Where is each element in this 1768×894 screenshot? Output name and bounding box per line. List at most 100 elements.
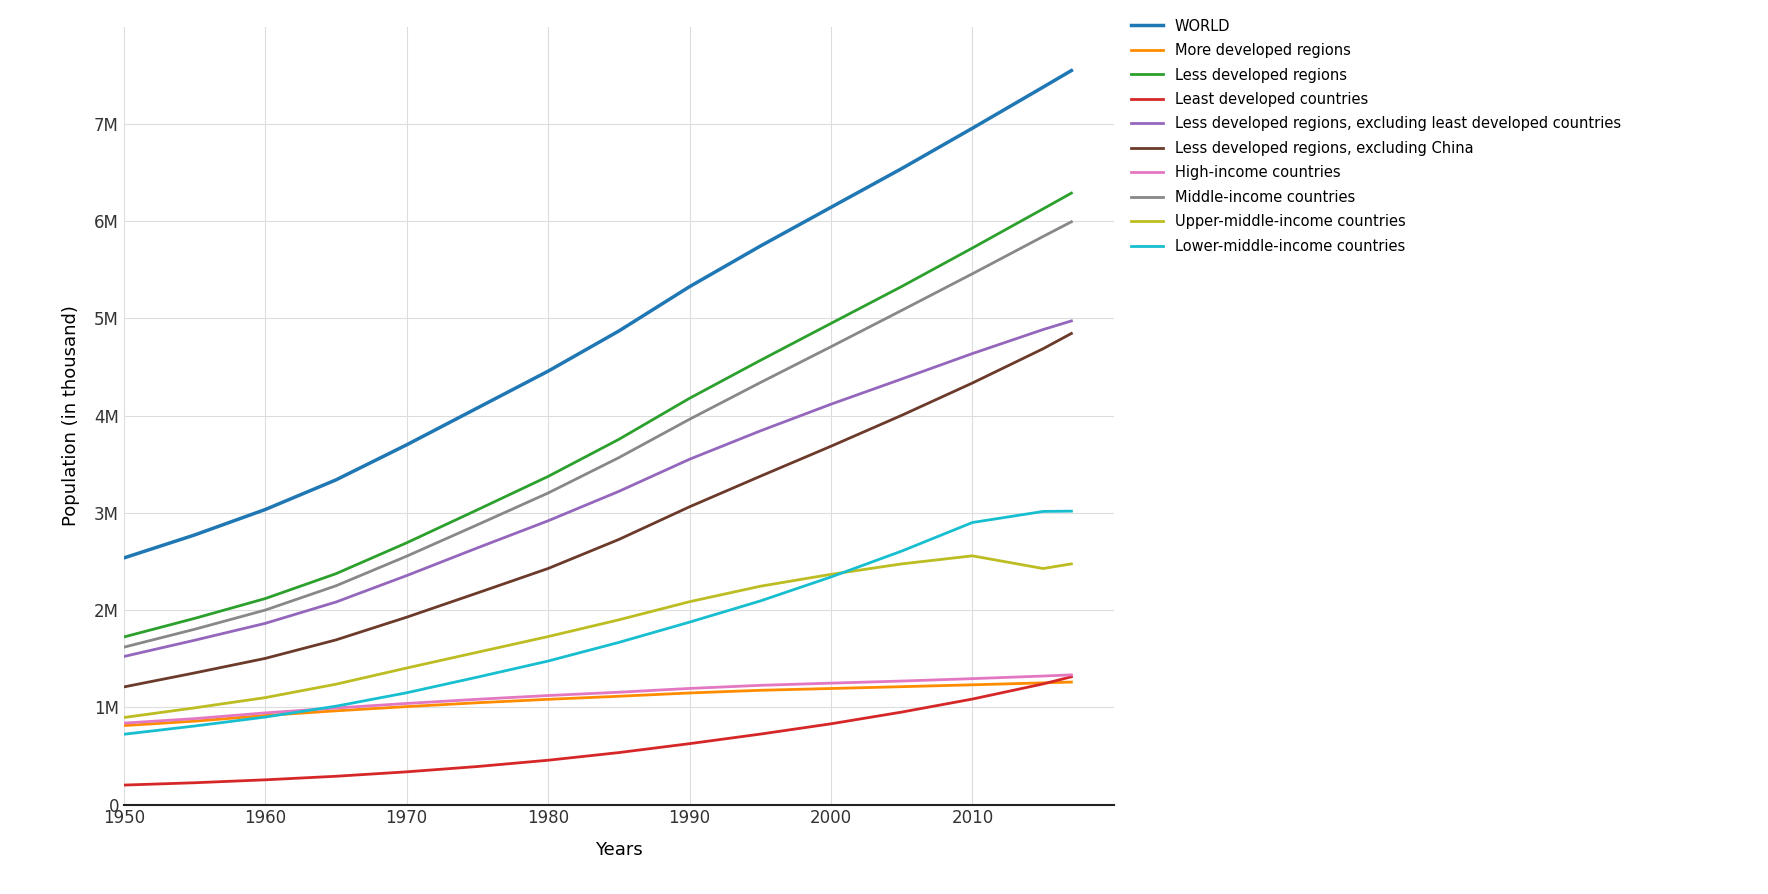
- Less developed regions, excluding least developed countries: [325, 596, 347, 607]
- Middle-income countries: [255, 604, 276, 615]
- More developed regions: [962, 679, 983, 690]
- Upper-middle-income countries: [608, 614, 629, 625]
- Less developed regions: [396, 537, 417, 548]
- High-income countries: [608, 687, 629, 697]
- Middle-income countries: [184, 624, 205, 635]
- Middle-income countries: [325, 580, 347, 591]
- Less developed regions: [679, 393, 700, 404]
- More developed regions: [184, 716, 205, 727]
- Less developed regions, excluding China: [891, 410, 912, 421]
- High-income countries: [255, 707, 276, 718]
- Less developed regions, excluding China: [537, 563, 559, 574]
- Upper-middle-income countries: [467, 647, 488, 658]
- Less developed regions: [820, 318, 842, 329]
- Less developed regions, excluding China: [962, 377, 983, 388]
- Less developed regions, excluding China: [1033, 343, 1054, 354]
- WORLD: [184, 529, 205, 540]
- More developed regions: [820, 683, 842, 694]
- High-income countries: [679, 683, 700, 694]
- WORLD: [820, 202, 842, 213]
- High-income countries: [1033, 670, 1054, 681]
- Less developed regions, excluding China: [184, 668, 205, 679]
- Upper-middle-income countries: [891, 559, 912, 569]
- Middle-income countries: [962, 268, 983, 279]
- Less developed regions: [113, 632, 134, 643]
- Less developed regions, excluding China: [467, 587, 488, 598]
- Middle-income countries: [679, 414, 700, 425]
- Less developed regions, excluding least developed countries: [184, 635, 205, 645]
- Least developed countries: [537, 755, 559, 765]
- Line: Less developed regions, excluding China: Less developed regions, excluding China: [124, 333, 1071, 687]
- High-income countries: [396, 698, 417, 709]
- WORLD: [608, 325, 629, 336]
- Lower-middle-income countries: [608, 637, 629, 648]
- Less developed regions: [1061, 188, 1082, 198]
- Less developed regions, excluding China: [255, 653, 276, 663]
- Least developed countries: [1061, 671, 1082, 682]
- WORLD: [537, 366, 559, 376]
- More developed regions: [396, 701, 417, 712]
- High-income countries: [820, 678, 842, 688]
- Less developed regions: [750, 355, 771, 366]
- Less developed regions, excluding China: [325, 635, 347, 645]
- Line: Less developed regions, excluding least developed countries: Less developed regions, excluding least …: [124, 321, 1071, 656]
- Less developed regions: [891, 281, 912, 291]
- Less developed regions, excluding least developed countries: [467, 543, 488, 553]
- Upper-middle-income countries: [325, 679, 347, 689]
- High-income countries: [113, 718, 134, 729]
- Less developed regions, excluding least developed countries: [750, 426, 771, 436]
- Line: Upper-middle-income countries: Upper-middle-income countries: [124, 556, 1071, 718]
- WORLD: [255, 504, 276, 515]
- Least developed countries: [820, 719, 842, 730]
- Least developed countries: [184, 778, 205, 789]
- Y-axis label: Population (in thousand): Population (in thousand): [62, 305, 80, 527]
- Less developed regions, excluding least developed countries: [679, 454, 700, 465]
- High-income countries: [891, 676, 912, 687]
- Line: Less developed regions: Less developed regions: [124, 193, 1071, 637]
- Least developed countries: [962, 694, 983, 704]
- Middle-income countries: [608, 452, 629, 463]
- Lower-middle-income countries: [750, 595, 771, 606]
- Less developed regions, excluding least developed countries: [537, 516, 559, 527]
- Middle-income countries: [891, 305, 912, 316]
- WORLD: [750, 240, 771, 251]
- WORLD: [396, 440, 417, 451]
- Middle-income countries: [1033, 232, 1054, 242]
- Least developed countries: [467, 761, 488, 772]
- Middle-income countries: [750, 377, 771, 388]
- Less developed regions, excluding least developed countries: [1061, 316, 1082, 326]
- Lower-middle-income countries: [962, 517, 983, 527]
- Line: Middle-income countries: Middle-income countries: [124, 222, 1071, 647]
- Middle-income countries: [537, 487, 559, 498]
- Less developed regions, excluding least developed countries: [608, 486, 629, 497]
- Least developed countries: [750, 729, 771, 739]
- Less developed regions: [962, 242, 983, 253]
- Middle-income countries: [113, 642, 134, 653]
- High-income countries: [184, 713, 205, 724]
- Upper-middle-income countries: [820, 569, 842, 579]
- Less developed regions: [325, 569, 347, 579]
- Line: Lower-middle-income countries: Lower-middle-income countries: [124, 511, 1071, 734]
- Less developed regions, excluding China: [1061, 328, 1082, 339]
- More developed regions: [325, 705, 347, 716]
- Upper-middle-income countries: [1061, 559, 1082, 569]
- WORLD: [1033, 81, 1054, 92]
- Lower-middle-income countries: [325, 701, 347, 712]
- WORLD: [113, 552, 134, 563]
- Least developed countries: [396, 766, 417, 777]
- Upper-middle-income countries: [396, 662, 417, 673]
- Least developed countries: [1033, 679, 1054, 689]
- More developed regions: [113, 721, 134, 731]
- Lower-middle-income countries: [679, 617, 700, 628]
- Lower-middle-income countries: [1061, 506, 1082, 517]
- Least developed countries: [255, 774, 276, 785]
- Less developed regions, excluding least developed countries: [396, 570, 417, 581]
- Middle-income countries: [467, 519, 488, 530]
- Less developed regions, excluding China: [820, 441, 842, 451]
- Less developed regions: [184, 613, 205, 624]
- Less developed regions, excluding China: [750, 471, 771, 482]
- Legend: WORLD, More developed regions, Less developed regions, Least developed countries: WORLD, More developed regions, Less deve…: [1132, 19, 1621, 254]
- Least developed countries: [679, 738, 700, 749]
- Less developed regions, excluding least developed countries: [255, 618, 276, 628]
- High-income countries: [325, 703, 347, 713]
